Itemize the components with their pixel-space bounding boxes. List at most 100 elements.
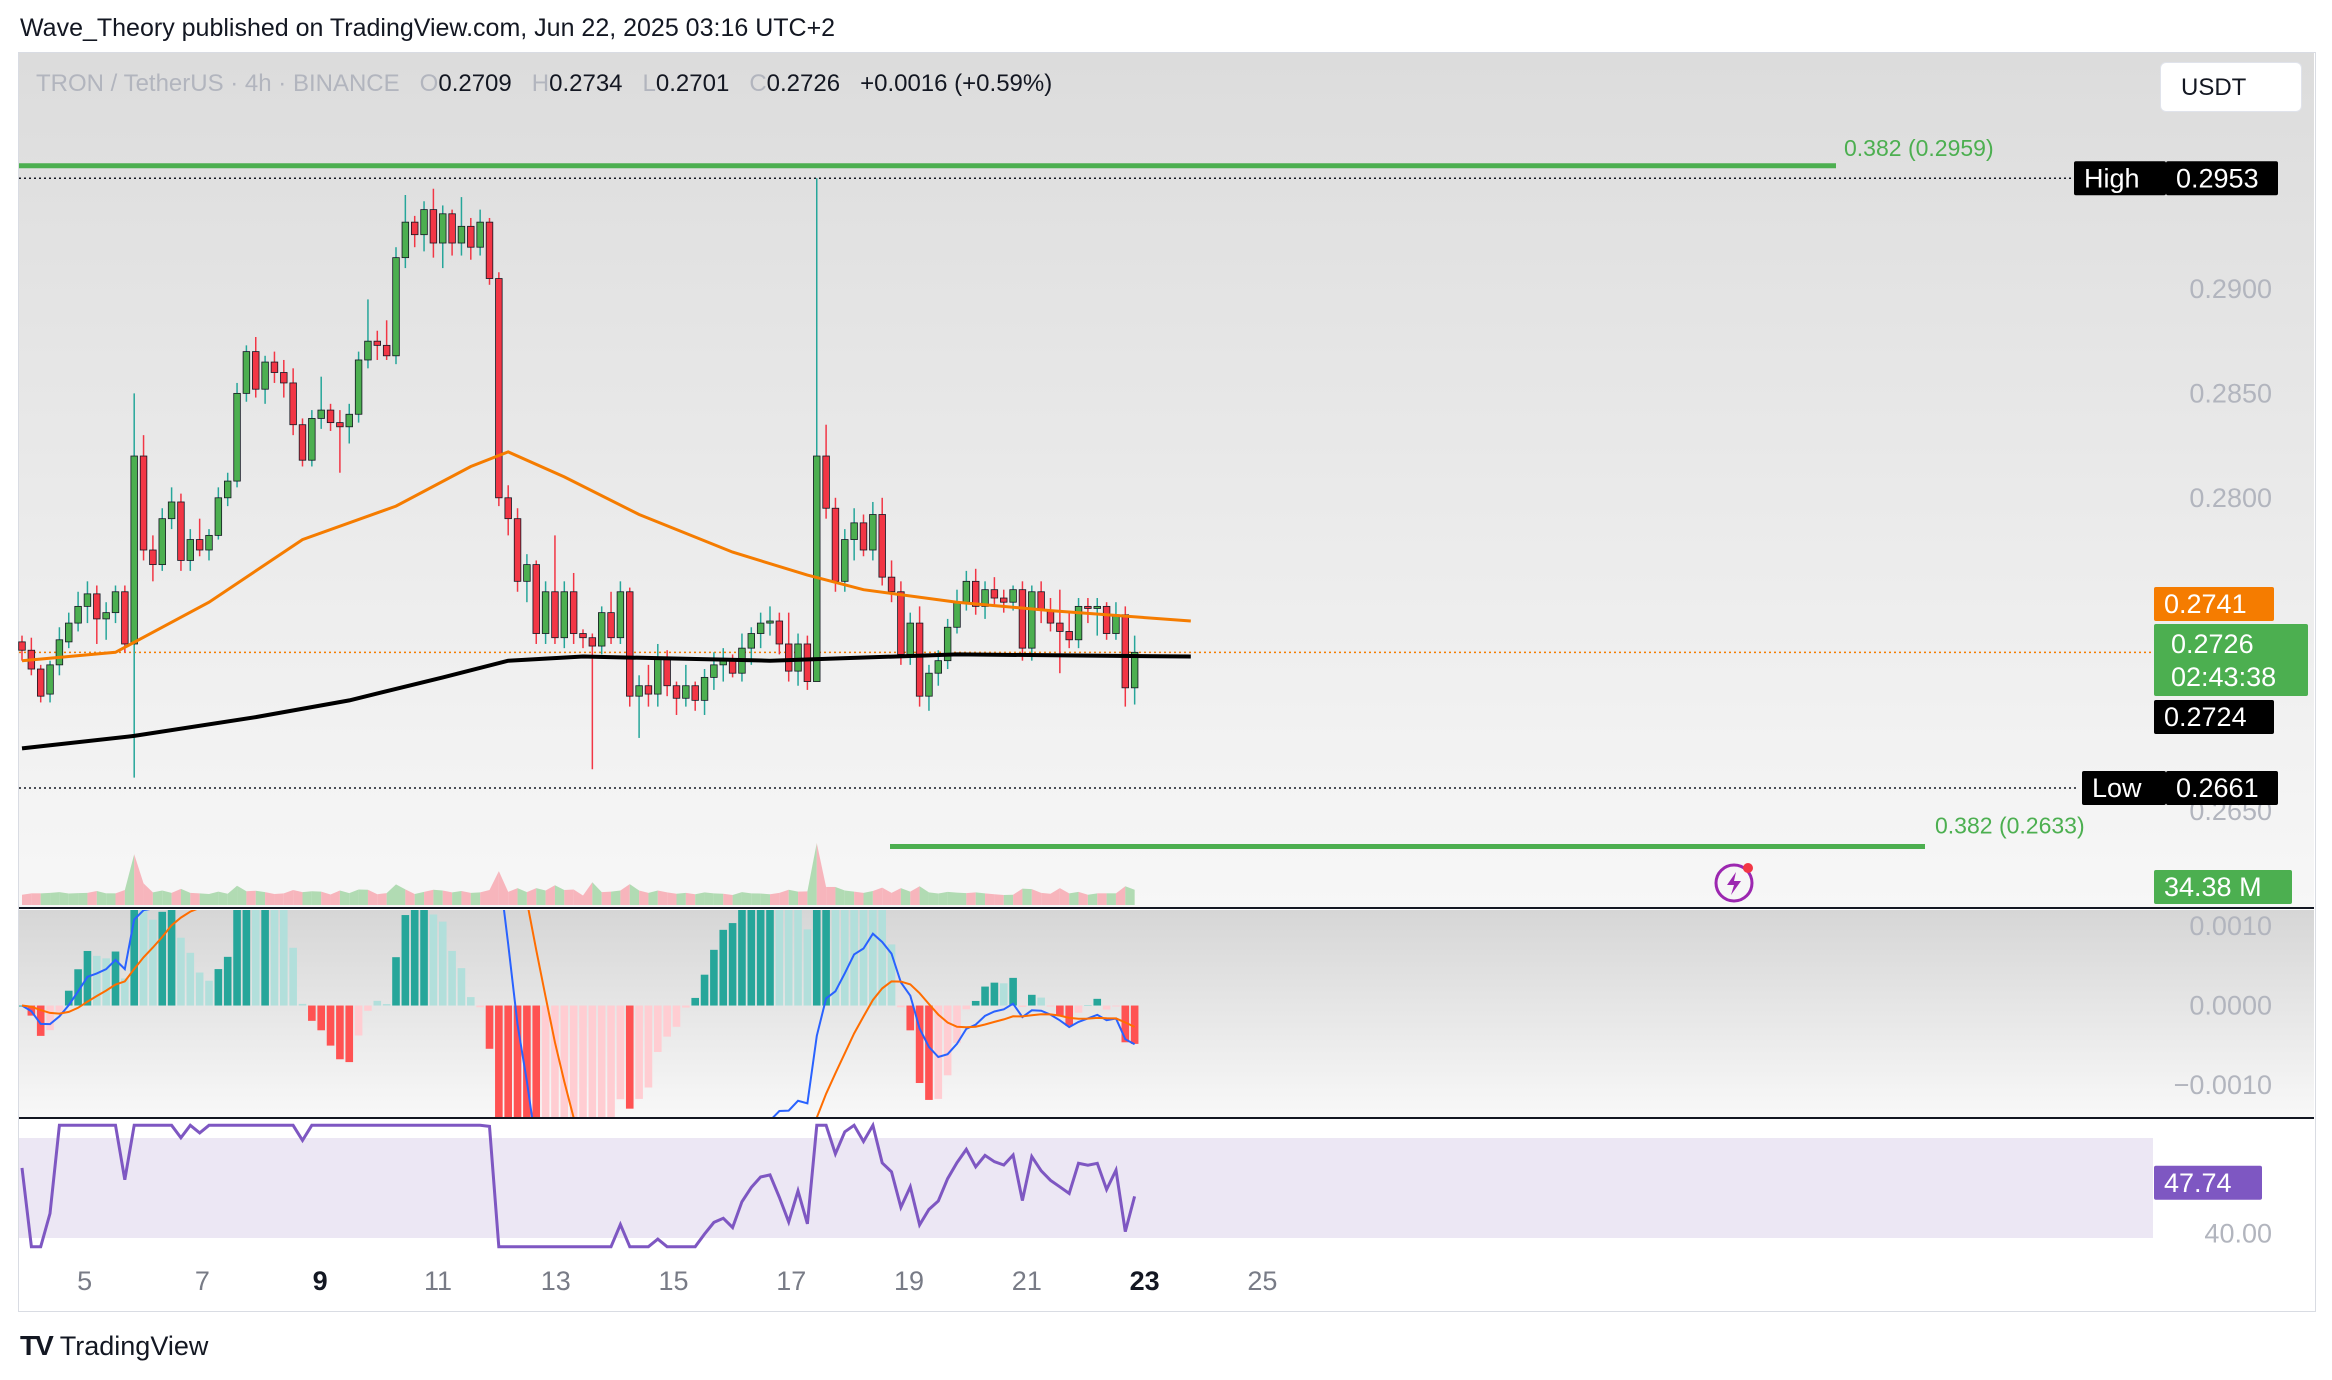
candle[interactable]	[448, 209, 456, 256]
candle[interactable]	[1093, 598, 1101, 636]
candle[interactable]	[317, 376, 325, 429]
candle[interactable]	[1084, 598, 1092, 624]
candle[interactable]	[420, 201, 428, 252]
candle[interactable]	[205, 529, 213, 561]
candle[interactable]	[102, 602, 110, 640]
candle[interactable]	[579, 629, 587, 649]
candle[interactable]	[569, 572, 578, 644]
candle[interactable]	[1000, 589, 1008, 613]
candle[interactable]	[1028, 585, 1036, 661]
currency-button[interactable]: USDT	[2160, 62, 2302, 112]
candle[interactable]	[457, 197, 466, 256]
candle[interactable]	[336, 410, 344, 473]
candle[interactable]	[149, 535, 157, 582]
candle[interactable]	[850, 508, 858, 561]
candle[interactable]	[766, 606, 774, 636]
candle[interactable]	[364, 299, 372, 369]
candle[interactable]	[523, 554, 531, 603]
candle[interactable]	[326, 403, 335, 431]
candle[interactable]	[111, 585, 120, 624]
candle[interactable]	[74, 591, 82, 632]
candle[interactable]	[167, 487, 176, 530]
candle[interactable]	[513, 508, 522, 592]
candle[interactable]	[485, 217, 494, 285]
candle[interactable]	[121, 585, 129, 653]
candle[interactable]	[598, 606, 606, 655]
candle[interactable]	[195, 518, 204, 557]
candle[interactable]	[532, 560, 540, 644]
candle[interactable]	[158, 508, 166, 571]
candle[interactable]	[65, 612, 73, 649]
candle[interactable]	[46, 660, 54, 703]
candle[interactable]	[495, 272, 503, 507]
candle[interactable]	[1102, 602, 1111, 640]
candle[interactable]	[18, 635, 26, 661]
candle[interactable]	[822, 424, 830, 519]
candle[interactable]	[756, 612, 765, 649]
candle[interactable]	[345, 403, 353, 444]
candle[interactable]	[682, 664, 690, 707]
candle[interactable]	[429, 188, 438, 258]
candle[interactable]	[990, 577, 999, 607]
candle[interactable]	[859, 514, 868, 557]
candle[interactable]	[1065, 610, 1073, 649]
candle[interactable]	[439, 205, 447, 269]
candle[interactable]	[785, 612, 793, 682]
candle[interactable]	[270, 351, 279, 383]
candle[interactable]	[672, 681, 681, 715]
candle[interactable]	[55, 627, 64, 676]
candle[interactable]	[635, 675, 643, 738]
candle[interactable]	[925, 664, 933, 711]
candle[interactable]	[83, 581, 92, 624]
candle[interactable]	[1018, 581, 1027, 661]
candle[interactable]	[308, 410, 316, 467]
candle[interactable]	[280, 359, 288, 398]
candle[interactable]	[1056, 589, 1064, 674]
candle[interactable]	[186, 529, 194, 571]
candle[interactable]	[644, 664, 653, 707]
candle[interactable]	[476, 209, 484, 256]
candle[interactable]	[878, 497, 886, 586]
macd-line[interactable]	[21, 728, 1136, 1296]
candle[interactable]	[242, 345, 251, 402]
candle[interactable]	[841, 529, 849, 592]
candle[interactable]	[803, 635, 812, 690]
candle[interactable]	[1074, 598, 1083, 649]
candle[interactable]	[813, 178, 821, 682]
candle[interactable]	[354, 351, 363, 423]
candle[interactable]	[981, 581, 989, 619]
candle[interactable]	[298, 418, 307, 467]
candle[interactable]	[177, 493, 185, 571]
candle[interactable]	[401, 195, 410, 269]
candle[interactable]	[972, 568, 980, 615]
tradingview-brand[interactable]: TV TradingView	[20, 1330, 208, 1362]
symbol-name[interactable]: TRON / TetherUS · 4h · BINANCE	[36, 70, 400, 97]
candle[interactable]	[373, 330, 381, 360]
candle[interactable]	[831, 497, 840, 592]
candle[interactable]	[223, 472, 232, 507]
candle[interactable]	[551, 535, 559, 644]
candle[interactable]	[233, 382, 241, 488]
candle[interactable]	[252, 337, 260, 398]
candle[interactable]	[139, 435, 148, 561]
candle[interactable]	[1130, 635, 1139, 705]
ema-line[interactable]	[21, 450, 1191, 663]
candle[interactable]	[626, 587, 634, 707]
lightning-icon[interactable]	[1714, 863, 1754, 903]
candle[interactable]	[214, 487, 223, 540]
candle[interactable]	[887, 560, 896, 603]
candle[interactable]	[775, 612, 784, 655]
candle[interactable]	[691, 681, 699, 711]
candle[interactable]	[467, 217, 475, 260]
sma-line[interactable]	[21, 652, 1191, 751]
candle[interactable]	[392, 247, 400, 365]
candle[interactable]	[504, 485, 512, 536]
candle[interactable]	[93, 585, 101, 644]
candle[interactable]	[943, 618, 952, 670]
candle[interactable]	[869, 501, 877, 561]
candle[interactable]	[700, 669, 709, 715]
signal-line[interactable]	[21, 755, 1136, 1270]
candle[interactable]	[261, 355, 269, 404]
candle[interactable]	[616, 581, 625, 644]
